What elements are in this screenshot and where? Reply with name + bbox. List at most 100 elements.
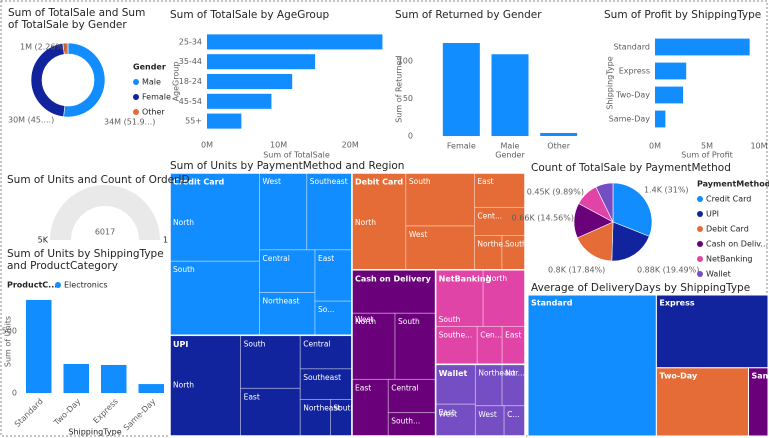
x-axis-title: ShippingType bbox=[68, 428, 121, 437]
bar bbox=[655, 86, 684, 104]
group-label: UPI bbox=[173, 340, 188, 349]
x-tick-label: 0M bbox=[649, 142, 661, 151]
treemap-cell bbox=[394, 312, 437, 380]
treemap-cell bbox=[259, 172, 308, 251]
data-label: 0.8K (17.84%) bbox=[548, 266, 605, 275]
y-tick-label: 0 bbox=[408, 132, 413, 141]
legend-marker bbox=[697, 271, 703, 277]
data-label: 34M (51.9...) bbox=[104, 118, 155, 127]
legend-marker bbox=[697, 241, 703, 247]
treemap-cell bbox=[314, 300, 353, 336]
group-label: NetBanking bbox=[439, 274, 492, 283]
y-tick-label: 0 bbox=[12, 389, 17, 398]
treemap-label: Central bbox=[303, 339, 330, 348]
bar bbox=[540, 133, 578, 136]
treemap-label: East bbox=[439, 408, 455, 417]
bar bbox=[26, 299, 52, 393]
treemap-cell bbox=[299, 368, 353, 400]
treemap-label: South... bbox=[505, 239, 534, 248]
x-tick-label: Express bbox=[91, 397, 119, 425]
legend-label: Cash on Deliv... bbox=[706, 240, 768, 249]
data-label: 0.66K (14.56%) bbox=[512, 214, 574, 223]
group-label: Debit Card bbox=[355, 178, 403, 187]
chart-title: Count of TotalSale by PaymentMethod bbox=[531, 162, 731, 174]
treemap-label: Northeast bbox=[263, 297, 300, 306]
chart-title: Sum of TotalSale by AgeGroup bbox=[170, 9, 330, 21]
treemap-label: Northeast bbox=[303, 403, 340, 412]
treemap-label: North bbox=[173, 218, 194, 227]
y-tick-label: Standard bbox=[614, 43, 650, 52]
data-label: 30M (45....) bbox=[8, 116, 54, 125]
treemap-cell bbox=[351, 312, 396, 380]
legend-title: ProductC... bbox=[7, 281, 57, 290]
treemap-label: South... bbox=[391, 417, 420, 426]
x-tick-label: 10M bbox=[750, 142, 767, 151]
x-axis-title: Sum of Profit bbox=[681, 151, 733, 160]
legend-marker bbox=[133, 94, 139, 100]
bar bbox=[138, 384, 164, 393]
treemap-cell bbox=[351, 269, 437, 314]
treemap-label: C... bbox=[507, 410, 519, 419]
legend-label: Credit Card bbox=[706, 195, 751, 204]
x-tick-label: Two-Day bbox=[51, 397, 82, 428]
legend-marker bbox=[133, 109, 139, 115]
treemap-label: Cen... bbox=[480, 330, 502, 339]
data-label: 1M (2.26%) bbox=[20, 43, 66, 52]
treemap-cell bbox=[405, 172, 475, 227]
bar bbox=[207, 93, 272, 109]
legend-label: Electronics bbox=[64, 281, 108, 290]
gauge-min: 5K bbox=[38, 236, 49, 245]
y-axis-title: AgeGroup bbox=[172, 62, 181, 102]
treemap-cell bbox=[240, 387, 301, 437]
treemap-label: North bbox=[355, 218, 376, 227]
treemap-label: East bbox=[318, 254, 334, 263]
treemap-label: Same-Day bbox=[751, 371, 769, 380]
treemap-cell bbox=[527, 294, 657, 437]
chart-title: Sum of Units by PaymentMethod and Region bbox=[170, 160, 405, 172]
x-tick-label: 5M bbox=[701, 142, 713, 151]
legend-label: Other bbox=[142, 108, 165, 117]
y-axis-title: Sum of Units bbox=[4, 316, 13, 367]
treemap-cell bbox=[169, 172, 260, 262]
gauge-max: 1 bbox=[163, 236, 168, 245]
bar bbox=[655, 62, 687, 80]
bar bbox=[655, 110, 666, 128]
treemap-label: West bbox=[263, 177, 281, 186]
treemap-cell bbox=[747, 367, 769, 437]
bar bbox=[491, 54, 529, 136]
y-tick-label: 35-44 bbox=[179, 57, 202, 66]
x-axis-title: Gender bbox=[495, 151, 525, 160]
treemap-label: East bbox=[355, 383, 371, 392]
bar bbox=[207, 73, 293, 90]
bar bbox=[63, 363, 89, 393]
treemap-label: West bbox=[439, 409, 457, 418]
treemap-label: Express bbox=[659, 299, 694, 308]
y-tick-label: 45-54 bbox=[179, 97, 202, 106]
treemap-cell bbox=[299, 398, 331, 437]
treemap-label: Southe... bbox=[439, 330, 473, 339]
x-tick-label: Standard bbox=[13, 397, 45, 429]
group-border bbox=[434, 363, 526, 437]
legend-marker bbox=[697, 256, 703, 262]
treemap-cell bbox=[351, 172, 407, 271]
y-tick-label: 500 bbox=[2, 326, 17, 335]
legend-label: Debit Card bbox=[706, 225, 749, 234]
x-tick-label: Same-Day bbox=[122, 397, 158, 433]
treemap-label: Southeast bbox=[310, 177, 348, 186]
treemap-cell bbox=[435, 363, 476, 405]
legend-label: UPI bbox=[706, 210, 719, 219]
data-label: 0.45K (9.89%) bbox=[527, 188, 584, 197]
legend-label: Male bbox=[142, 78, 161, 87]
bar bbox=[655, 38, 750, 56]
x-tick-label: Other bbox=[547, 142, 570, 151]
slice bbox=[30, 43, 66, 118]
y-tick-label: 100 bbox=[398, 57, 413, 66]
y-tick-label: Express bbox=[619, 67, 650, 76]
legend-title: PaymentMethod bbox=[697, 180, 769, 189]
legend-marker bbox=[697, 196, 703, 202]
data-label: 1.4K (31%) bbox=[644, 186, 689, 195]
slice bbox=[576, 221, 614, 262]
treemap-cell bbox=[306, 172, 353, 251]
treemap-cell bbox=[474, 405, 505, 437]
y-tick-label: Same-Day bbox=[609, 115, 651, 124]
